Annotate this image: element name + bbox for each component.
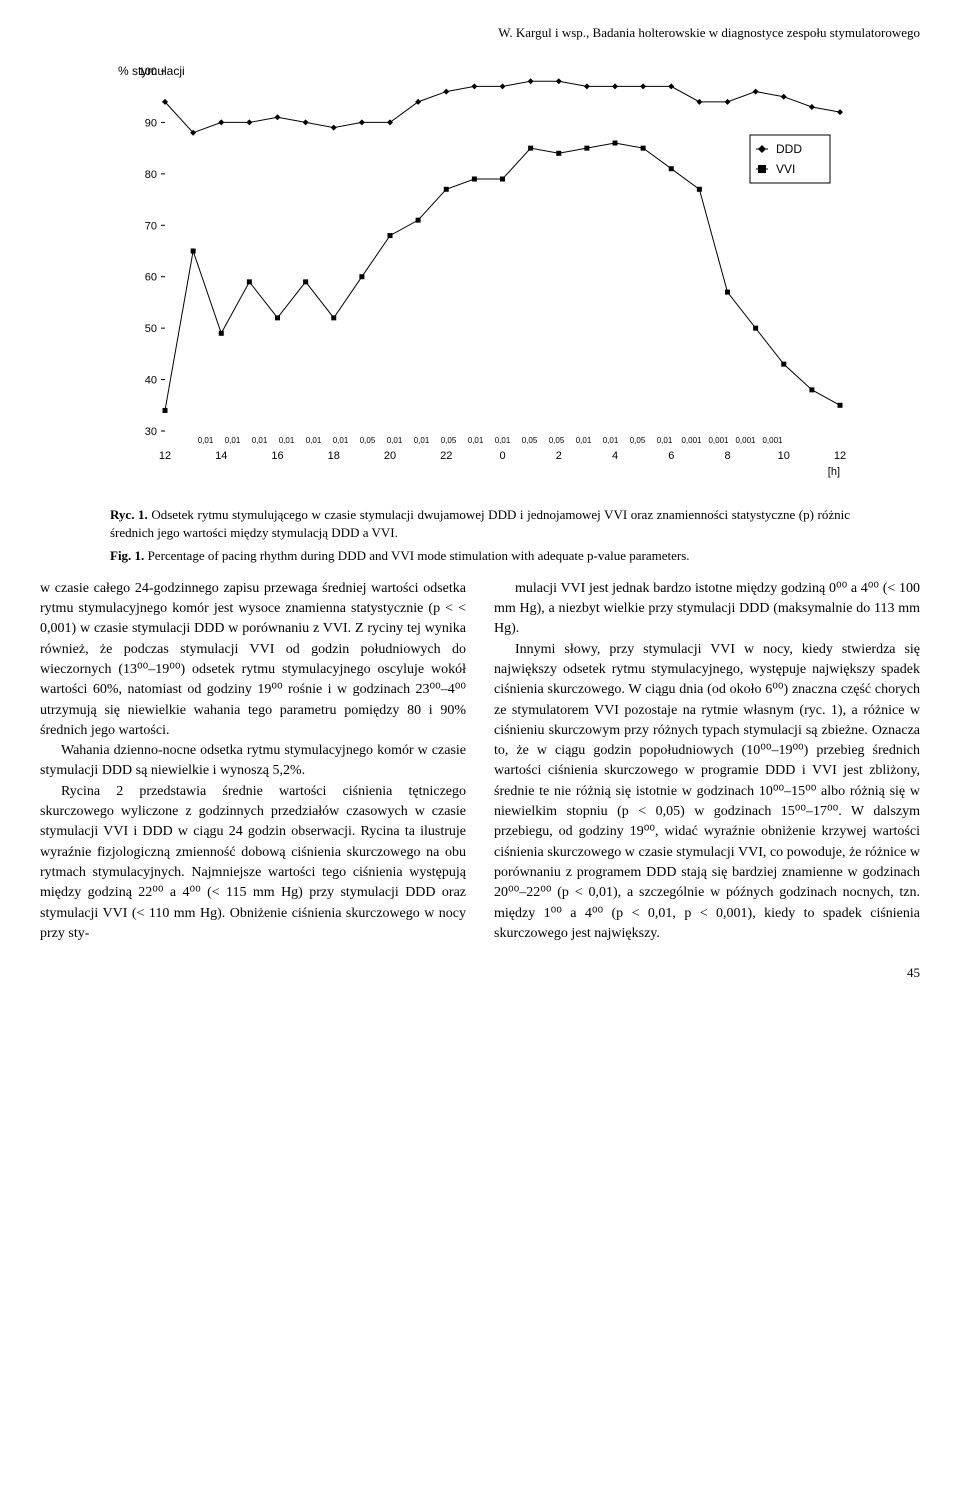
svg-text:0,05: 0,05 [630,436,646,445]
svg-text:16: 16 [271,450,283,462]
svg-text:6: 6 [668,450,674,462]
svg-text:0,05: 0,05 [441,436,457,445]
svg-text:0,001: 0,001 [708,436,729,445]
svg-text:0,001: 0,001 [762,436,783,445]
svg-text:22: 22 [440,450,452,462]
svg-text:12: 12 [159,450,171,462]
body-paragraph: Innymi słowy, przy stymulacji VVI w nocy… [494,640,920,944]
svg-text:12: 12 [834,450,846,462]
svg-text:0,01: 0,01 [387,436,403,445]
body-columns: w czasie całego 24-godzinnego zapisu prz… [40,579,920,944]
svg-text:0,01: 0,01 [495,436,511,445]
svg-text:0,01: 0,01 [252,436,268,445]
svg-text:70: 70 [145,220,157,232]
svg-text:DDD: DDD [776,142,802,156]
caption-label-pl: Ryc. 1. [110,507,148,522]
svg-text:0,001: 0,001 [735,436,756,445]
body-paragraph: Rycina 2 przedstawia średnie wartości ci… [40,782,466,944]
running-header: W. Kargul i wsp., Badania holterowskie w… [40,24,920,43]
caption-label-en: Fig. 1. [110,548,144,563]
svg-text:0,01: 0,01 [603,436,619,445]
svg-text:[h]: [h] [828,466,840,478]
figure-caption-en: Fig. 1. Percentage of pacing rhythm duri… [110,547,850,565]
svg-text:30: 30 [145,426,157,438]
chart-svg: % stymulacji304050607080901000,010,010,0… [110,63,850,483]
svg-text:0,05: 0,05 [549,436,565,445]
caption-text-pl: Odsetek rytmu stymulującego w czasie sty… [110,507,850,540]
body-paragraph: mulacji VVI jest jednak bardzo istotne m… [494,579,920,640]
svg-text:0,01: 0,01 [306,436,322,445]
svg-text:14: 14 [215,450,227,462]
svg-text:80: 80 [145,169,157,181]
svg-text:0,05: 0,05 [522,436,538,445]
svg-text:0,001: 0,001 [681,436,702,445]
body-paragraph: w czasie całego 24-godzinnego zapisu prz… [40,579,466,741]
svg-text:4: 4 [612,450,618,462]
svg-text:0,01: 0,01 [657,436,673,445]
svg-text:10: 10 [778,450,790,462]
svg-text:0,01: 0,01 [468,436,484,445]
svg-text:0,01: 0,01 [225,436,241,445]
svg-text:0,01: 0,01 [333,436,349,445]
svg-text:0: 0 [499,450,505,462]
svg-text:18: 18 [328,450,340,462]
svg-text:VVI: VVI [776,162,795,176]
svg-text:100: 100 [139,66,157,78]
svg-text:0,01: 0,01 [279,436,295,445]
svg-text:2: 2 [556,450,562,462]
caption-text-en: Percentage of pacing rhythm during DDD a… [144,548,689,563]
svg-text:90: 90 [145,117,157,129]
svg-text:50: 50 [145,323,157,335]
svg-text:60: 60 [145,272,157,284]
svg-text:20: 20 [384,450,396,462]
svg-text:0,01: 0,01 [198,436,214,445]
svg-text:40: 40 [145,374,157,386]
page-number: 45 [40,964,920,983]
figure-caption-pl: Ryc. 1. Odsetek rytmu stymulującego w cz… [110,506,850,541]
svg-text:0,05: 0,05 [360,436,376,445]
body-paragraph: Wahania dzienno-nocne odsetka rytmu stym… [40,741,466,782]
svg-text:0,01: 0,01 [576,436,592,445]
svg-text:0,01: 0,01 [414,436,430,445]
svg-text:8: 8 [724,450,730,462]
figure-1-chart: % stymulacji304050607080901000,010,010,0… [110,63,850,490]
